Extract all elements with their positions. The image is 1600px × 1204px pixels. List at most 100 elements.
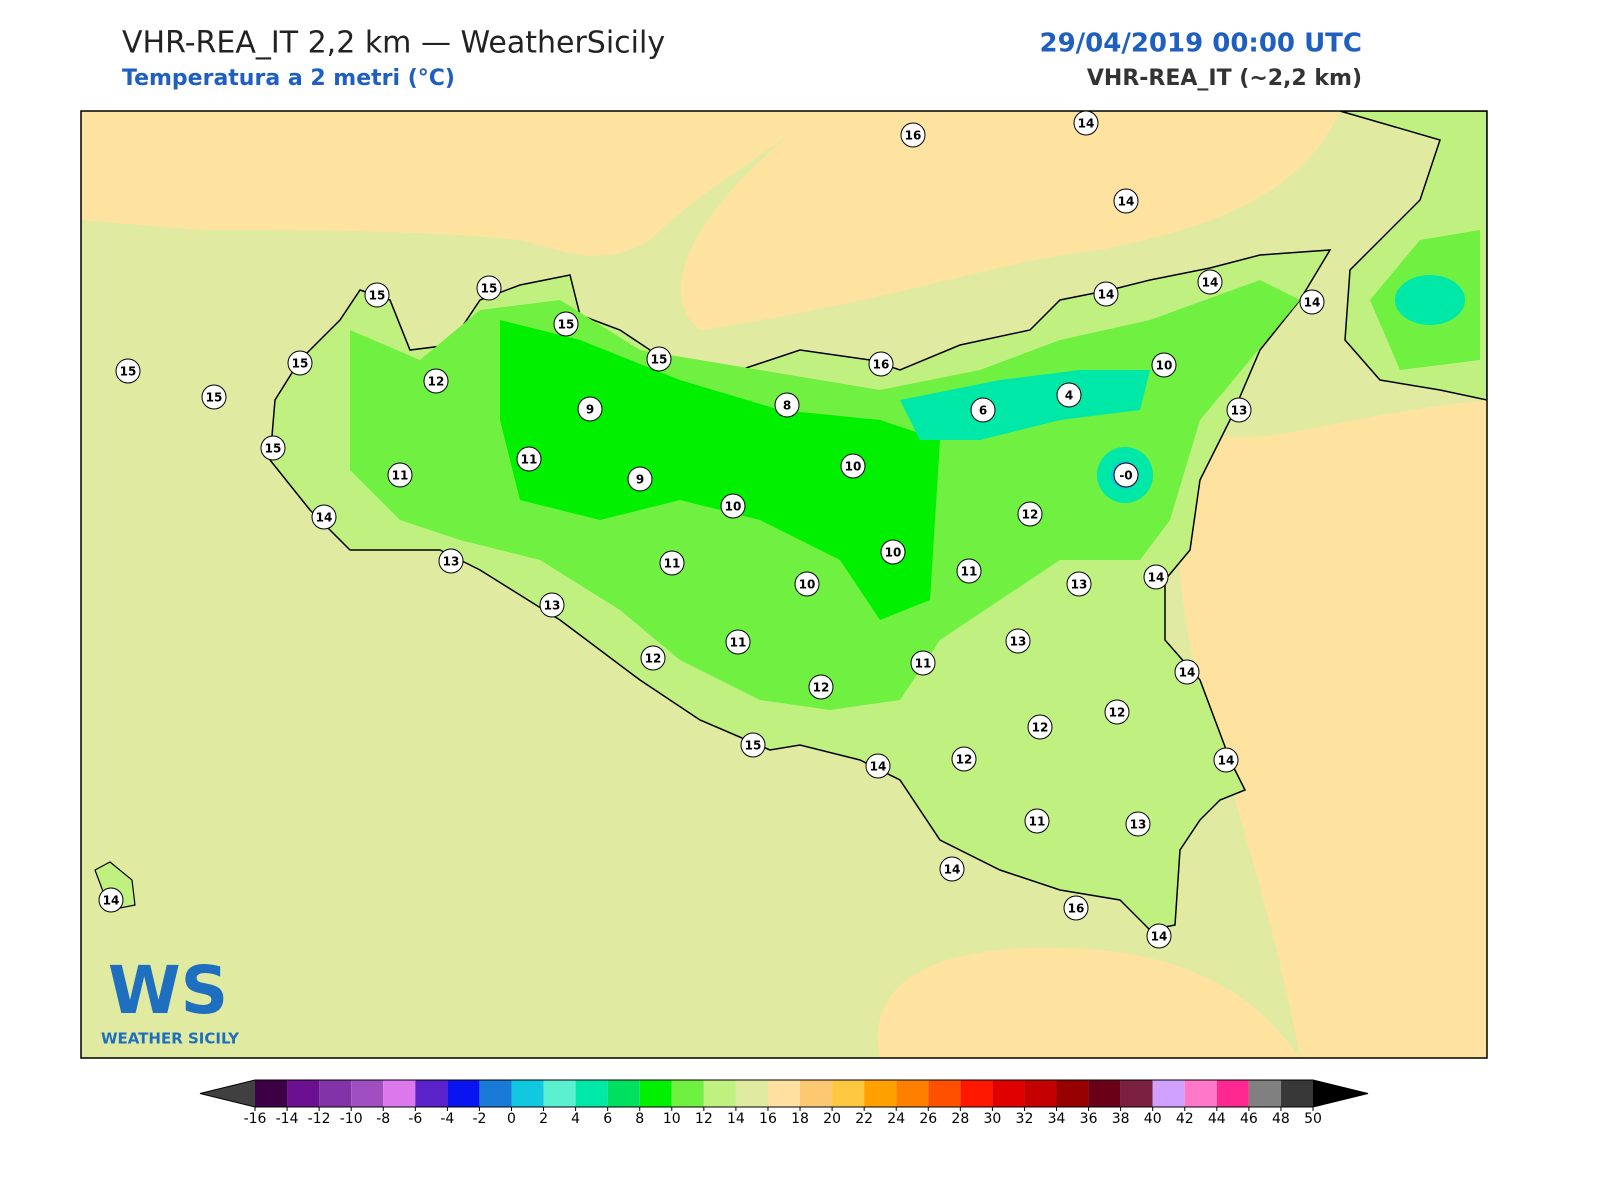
station-label: 16 — [1068, 902, 1085, 916]
colorbar-tick-label: 50 — [1304, 1111, 1322, 1127]
station-marker — [287, 350, 313, 376]
colorbar-tick-label: -4 — [440, 1111, 454, 1127]
station-label: 11 — [961, 565, 978, 579]
station-label: 12 — [813, 681, 830, 695]
station-marker — [553, 311, 579, 337]
colorbar-box — [800, 1080, 833, 1107]
colorbar-box — [735, 1080, 768, 1107]
colorbar-tick-label: 6 — [603, 1111, 612, 1127]
title: VHR-REA_IT 2,2 km — WeatherSicily — [122, 26, 665, 61]
colorbar-box — [639, 1080, 672, 1107]
colorbar-box — [832, 1080, 865, 1107]
station-marker — [423, 368, 449, 394]
station-label: 14 — [1098, 288, 1115, 302]
station-label: 11 — [730, 636, 747, 650]
station-label: 15 — [120, 365, 137, 379]
station-marker — [808, 674, 834, 700]
colorbar-box — [479, 1080, 512, 1107]
station-label: 14 — [944, 863, 961, 877]
station-label: 14 — [1148, 571, 1165, 585]
station-marker — [939, 856, 965, 882]
station-label: 10 — [885, 546, 902, 560]
colorbar-tick-label: 12 — [695, 1111, 713, 1127]
station-label: 15 — [206, 391, 223, 405]
colorbar-tick-label: 32 — [1016, 1111, 1034, 1127]
colorbar-box — [928, 1080, 961, 1107]
colorbar-box — [1056, 1080, 1089, 1107]
colorbar-box — [767, 1080, 801, 1107]
map-frame — [80, 110, 1488, 1059]
warm-area — [1176, 400, 1487, 1058]
colorbar-box — [1024, 1080, 1057, 1107]
station-label: 10 — [725, 500, 742, 514]
station-marker — [1104, 699, 1130, 725]
colorbar-box — [960, 1080, 993, 1107]
station-marker — [868, 351, 894, 377]
station-marker — [1299, 289, 1325, 315]
colorbar-tick-label: -8 — [376, 1111, 390, 1127]
colorbar-over — [1313, 1080, 1368, 1107]
station-label: 14 — [1218, 754, 1235, 768]
station-marker — [311, 504, 337, 530]
warm-area — [877, 947, 1300, 1058]
station-marker — [1005, 628, 1031, 654]
colorbar-box — [1216, 1080, 1249, 1107]
colorbar-box — [319, 1080, 352, 1107]
colorbar-box — [864, 1080, 897, 1107]
station-marker — [1143, 564, 1169, 590]
station-label: 13 — [1231, 404, 1248, 418]
colorbar-box — [1120, 1080, 1153, 1107]
station-label: 12 — [1109, 706, 1126, 720]
date: 29/04/2019 00:00 UTC — [1039, 29, 1362, 59]
station-label: 13 — [1010, 635, 1027, 649]
station-marker — [970, 397, 996, 423]
colorbar-box — [607, 1080, 640, 1107]
colorbar-tick-label: 38 — [1112, 1111, 1130, 1127]
station-marker — [840, 453, 866, 479]
station-marker — [1066, 571, 1092, 597]
station-label: 14 — [316, 511, 333, 525]
station-marker — [880, 539, 906, 565]
logo-name: WEATHER SICILY — [101, 1030, 240, 1048]
station-marker — [740, 732, 766, 758]
station-marker — [1024, 808, 1050, 834]
station-label: 15 — [265, 442, 282, 456]
station-marker — [956, 558, 982, 584]
cold-area — [500, 320, 940, 620]
colorbar-tick-label: -12 — [308, 1111, 331, 1127]
station-marker — [1226, 397, 1252, 423]
station-marker — [640, 645, 666, 671]
station-label: 10 — [845, 460, 862, 474]
station-marker — [1146, 923, 1172, 949]
stations: 16 14 14 15 15 15 14 14 14 15 15 15 12 15 16 10 9 8 6 4 13 15… — [98, 110, 1325, 949]
subtitle: Temperatura a 2 metri (°C) — [122, 66, 455, 91]
colorbar-box — [511, 1080, 544, 1107]
station-marker — [794, 571, 820, 597]
colorbar-tick-label: 10 — [663, 1111, 681, 1127]
colorbar-box — [1184, 1080, 1217, 1107]
station-label: 11 — [664, 557, 681, 571]
station-label: 12 — [428, 375, 445, 389]
station-label: 12 — [645, 652, 662, 666]
station-label: 14 — [1118, 195, 1135, 209]
colorbar-tick-label: 28 — [951, 1111, 969, 1127]
colorbar-tick-label: 14 — [727, 1111, 745, 1127]
colorbar-tick-label: 48 — [1272, 1111, 1290, 1127]
station-marker — [1093, 281, 1119, 307]
station-marker — [201, 384, 227, 410]
station-marker — [1063, 895, 1089, 921]
station-label: 11 — [915, 657, 932, 671]
station-label: 15 — [558, 318, 575, 332]
station-marker — [900, 122, 926, 148]
colorbar-tick-label: 2 — [539, 1111, 548, 1127]
warm-area — [81, 111, 820, 256]
colorbar-tick-label: 42 — [1176, 1111, 1194, 1127]
station-label: 14 — [1151, 930, 1168, 944]
cold-area — [900, 370, 1150, 440]
colorbar-tick-label: 8 — [635, 1111, 644, 1127]
station-marker — [1073, 110, 1099, 136]
station-label: 13 — [544, 599, 561, 613]
colorbar-under — [200, 1080, 255, 1107]
colorbar-box — [575, 1080, 608, 1107]
colorbar-tick-label: 36 — [1080, 1111, 1098, 1127]
